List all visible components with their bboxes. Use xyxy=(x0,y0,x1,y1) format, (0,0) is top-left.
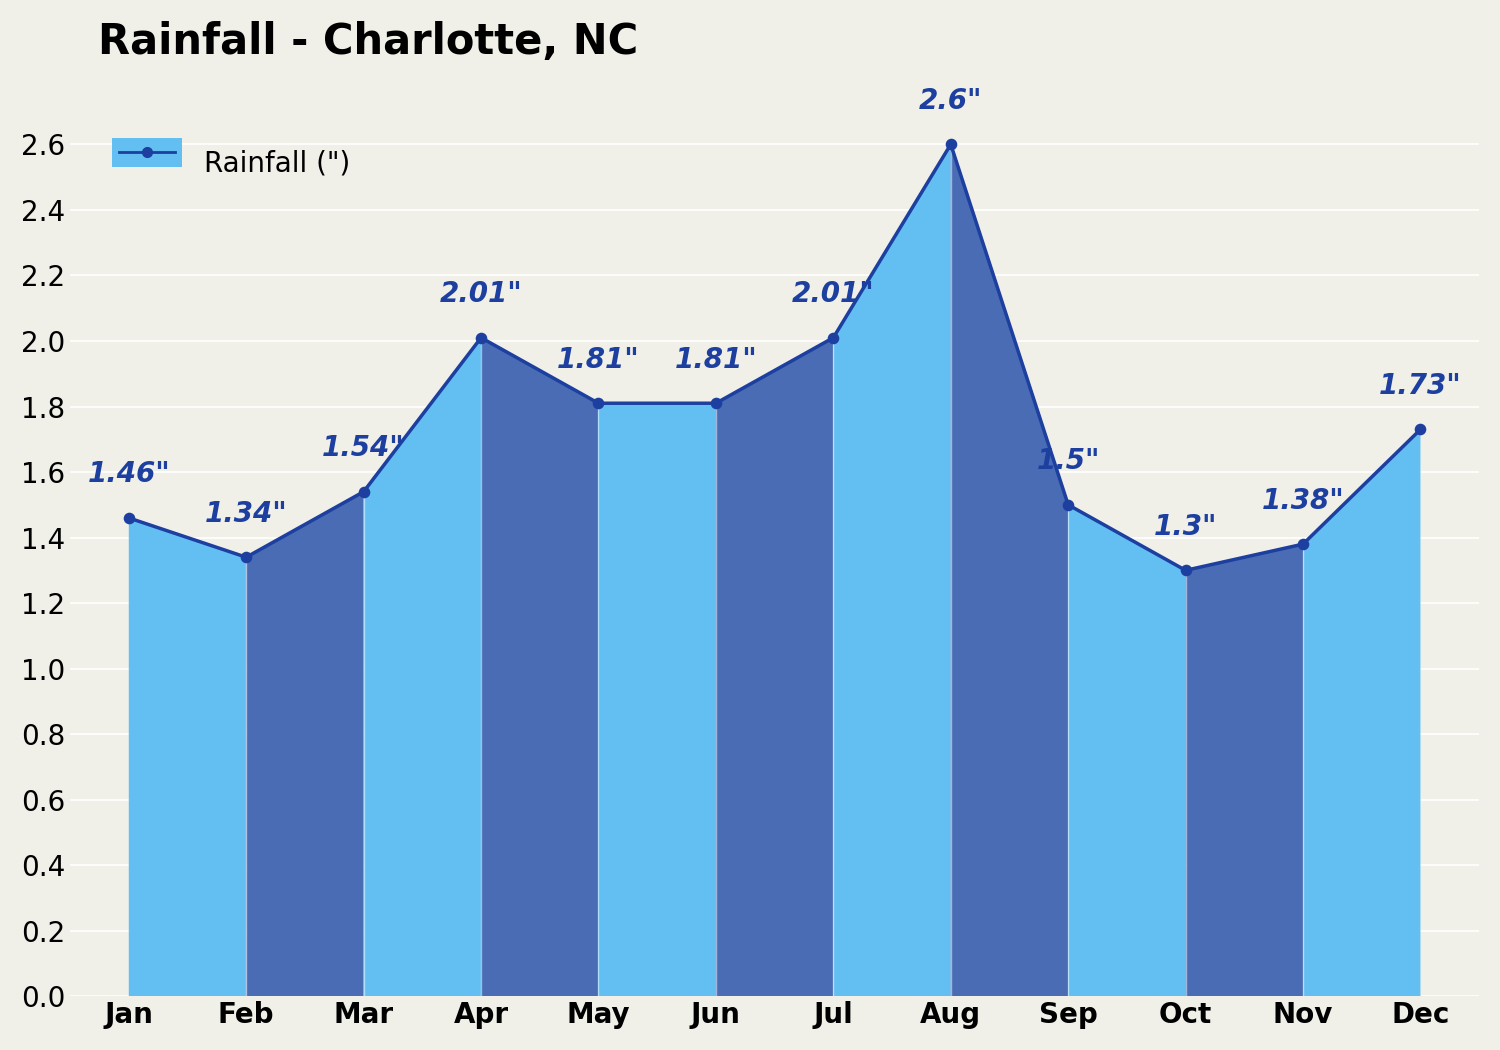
Point xyxy=(117,509,141,526)
Text: 1.81": 1.81" xyxy=(556,345,640,374)
Point xyxy=(1056,497,1080,513)
Text: 1.81": 1.81" xyxy=(675,345,758,374)
Text: 1.54": 1.54" xyxy=(322,435,405,462)
Polygon shape xyxy=(1068,505,1185,996)
Point xyxy=(351,483,375,500)
Text: Rainfall - Charlotte, NC: Rainfall - Charlotte, NC xyxy=(99,21,639,63)
Text: 1.5": 1.5" xyxy=(1036,447,1100,476)
Polygon shape xyxy=(951,144,1068,996)
Point xyxy=(1173,562,1197,579)
Point xyxy=(234,549,258,566)
Text: 2.6": 2.6" xyxy=(920,87,982,114)
Text: 2.01": 2.01" xyxy=(440,280,522,309)
Point xyxy=(704,395,728,412)
Point xyxy=(586,395,610,412)
Text: 1.46": 1.46" xyxy=(87,460,170,488)
Text: 1.38": 1.38" xyxy=(1262,486,1344,514)
Text: 2.01": 2.01" xyxy=(792,280,874,309)
Polygon shape xyxy=(482,338,598,996)
Point xyxy=(939,135,963,152)
Legend: Rainfall ("): Rainfall (") xyxy=(112,148,350,177)
Polygon shape xyxy=(363,338,482,996)
Polygon shape xyxy=(598,403,716,996)
Polygon shape xyxy=(246,491,363,996)
Polygon shape xyxy=(1185,544,1304,996)
Text: 1.3": 1.3" xyxy=(1154,512,1218,541)
Text: 1.73": 1.73" xyxy=(1378,372,1462,400)
Text: 1.34": 1.34" xyxy=(206,500,288,528)
Polygon shape xyxy=(1304,429,1420,996)
Point xyxy=(1408,421,1432,438)
Polygon shape xyxy=(834,144,951,996)
Point xyxy=(1292,536,1316,552)
Point xyxy=(470,330,494,346)
Point xyxy=(822,330,846,346)
Polygon shape xyxy=(716,338,834,996)
Polygon shape xyxy=(129,518,246,996)
